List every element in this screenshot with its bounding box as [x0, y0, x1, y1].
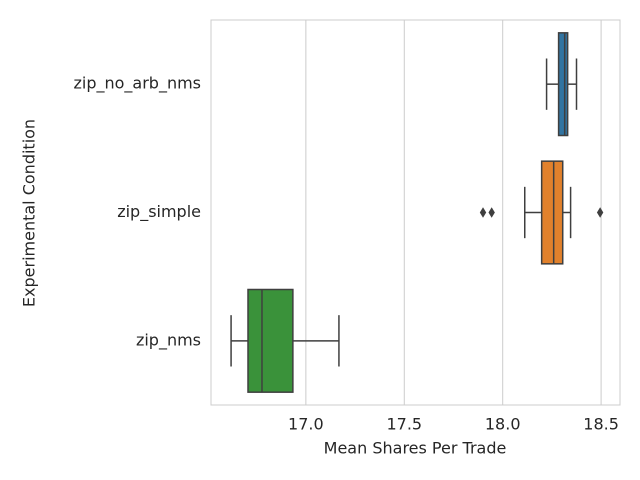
x-tick-label: 17.0 [288, 415, 324, 434]
box [557, 32, 569, 137]
box [247, 288, 294, 393]
plot-frame [210, 19, 621, 406]
x-axis-label: Mean Shares Per Trade [324, 439, 507, 458]
box [540, 160, 564, 265]
outlier [596, 207, 604, 218]
y-tick-label: zip_no_arb_nms [73, 74, 201, 94]
outlier [488, 207, 495, 218]
outlier [479, 207, 487, 218]
x-tick-label: 18.5 [583, 415, 619, 434]
x-tick-label: 17.5 [386, 415, 422, 434]
y-axis-label: Experimental Condition [20, 119, 39, 307]
y-tick-label: zip_simple [117, 202, 201, 222]
x-tick-label: 18.0 [485, 415, 521, 434]
y-tick-label: zip_nms [136, 330, 201, 350]
